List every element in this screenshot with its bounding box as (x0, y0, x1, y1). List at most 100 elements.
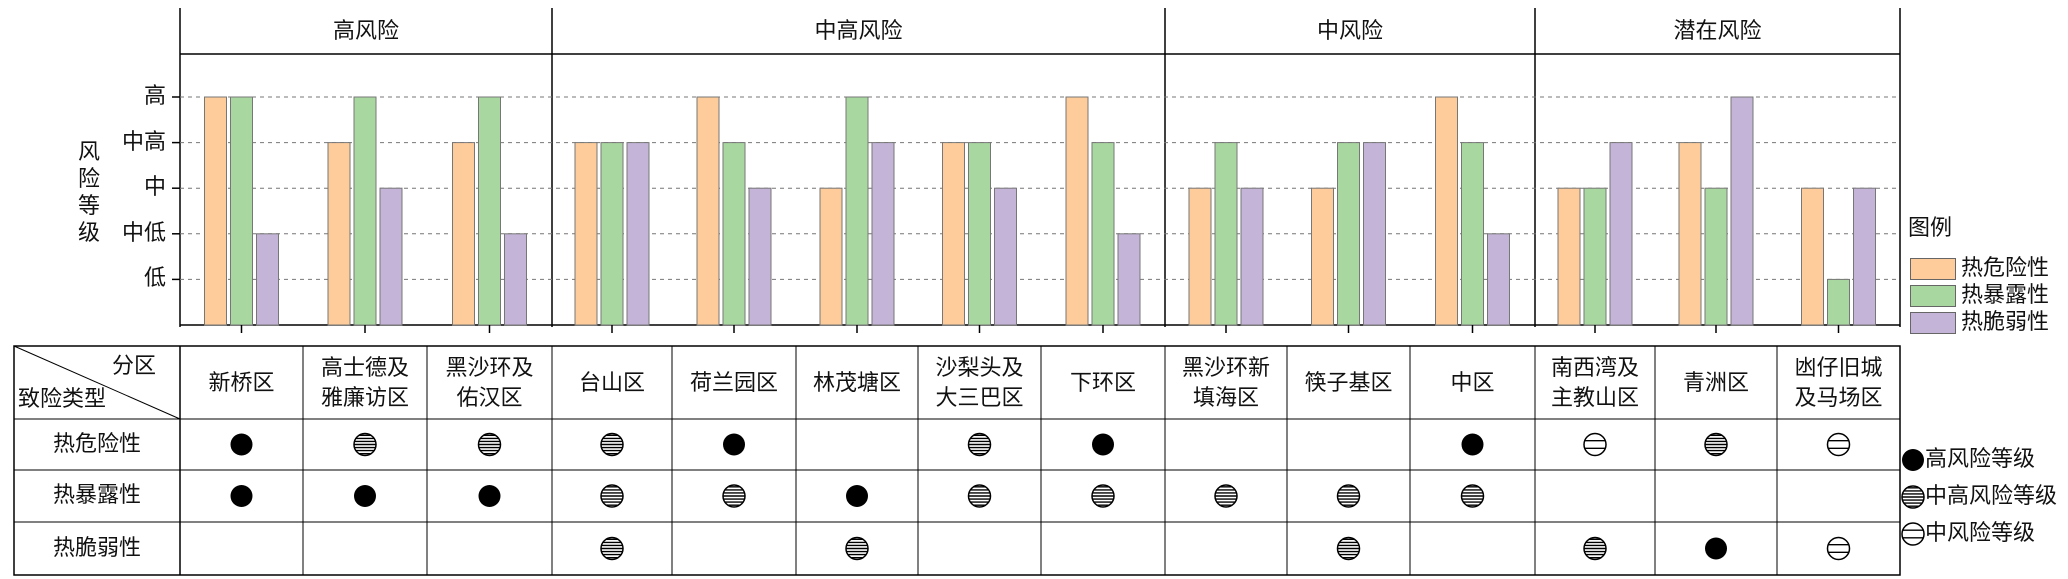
y-axis-label-char: 风 (77, 140, 100, 165)
y-tick-label: 低 (143, 266, 166, 292)
district-name: 筷子基区 (1304, 370, 1393, 396)
bar-热危险性 (204, 96, 227, 326)
table-row-label: 热脆弱性 (52, 535, 141, 561)
district-name: 南西湾及 (1550, 355, 1639, 381)
y-tick-label: 高 (143, 84, 166, 109)
mark-legend-symbol-med (1901, 522, 1925, 546)
y-axis-label-char: 级 (77, 221, 100, 246)
bar-热危险性 (327, 142, 351, 326)
table-border (13, 345, 1901, 576)
district-name: 台山区 (578, 370, 645, 396)
bar-热危险性 (1188, 187, 1212, 326)
bar-热脆弱性 (871, 142, 895, 326)
mark-legend-label: 高风险等级 (1925, 447, 2036, 472)
bar-热脆弱性 (1853, 187, 1876, 326)
risk-mark-high (478, 485, 501, 507)
bar-热危险性 (819, 187, 843, 326)
district-name: 荷兰园区 (689, 370, 778, 396)
risk-mark-high (354, 485, 376, 507)
bar-热危险性 (1065, 96, 1089, 326)
bar-热暴露性 (1214, 142, 1238, 326)
risk-mark-high (723, 433, 745, 456)
bar-热危险性 (452, 142, 475, 326)
district-name: 雅廉访区 (320, 385, 409, 411)
bar-热暴露性 (478, 96, 501, 326)
district-name: 沙梨头及 (935, 355, 1024, 381)
bar-热脆弱性 (1730, 96, 1754, 326)
bar-热暴露性 (968, 142, 991, 326)
district-name: 高士德及 (320, 355, 409, 381)
y-axis-label-char: 等 (77, 194, 100, 219)
bar-热脆弱性 (1117, 233, 1141, 326)
bar-热危险性 (1311, 187, 1334, 326)
district-name: 黑沙环及 (445, 355, 534, 381)
bar-热暴露性 (722, 142, 746, 326)
risk-mark-med (1583, 432, 1607, 457)
district-name: 主教山区 (1550, 385, 1639, 411)
bar-热危险性 (942, 142, 965, 326)
risk-mark-high (1461, 433, 1484, 456)
bar-热脆弱性 (1487, 233, 1510, 326)
table-row-label: 热危险性 (52, 431, 141, 457)
bar-热脆弱性 (379, 187, 403, 326)
district-name: 及马场区 (1794, 385, 1883, 411)
bar-热危险性 (696, 96, 720, 326)
bar-热暴露性 (1337, 142, 1360, 326)
bar-热危险性 (1557, 187, 1581, 326)
bar-热脆弱性 (748, 187, 772, 326)
district-name: 下环区 (1069, 370, 1136, 396)
y-tick-label: 中高 (121, 129, 166, 155)
bar-热暴露性 (353, 96, 377, 326)
bar-热危险性 (1801, 187, 1824, 326)
bar-热脆弱性 (1363, 142, 1386, 326)
district-name: 黑沙环新 (1181, 355, 1270, 381)
bar-热脆弱性 (1609, 142, 1633, 326)
mark-legend-symbol-high (1902, 449, 1924, 471)
bar-热脆弱性 (626, 142, 650, 326)
risk-mark-high (1705, 537, 1727, 560)
group-title: 中高风险 (814, 19, 903, 44)
bar-热暴露性 (1827, 278, 1850, 326)
legend-swatch (1910, 258, 1956, 280)
legend-label: 热暴露性 (1961, 283, 2050, 308)
bar-热危险性 (574, 142, 598, 326)
table-header-top: 分区 (112, 354, 157, 379)
bar-热暴露性 (1091, 142, 1115, 326)
mark-legend-label: 中高风险等级 (1925, 484, 2058, 509)
district-name: 青洲区 (1682, 370, 1749, 396)
legend-label: 热危险性 (1961, 256, 2050, 281)
district-name: 大三巴区 (935, 385, 1024, 411)
group-title: 高风险 (332, 19, 399, 44)
district-name: 中区 (1450, 370, 1495, 396)
bar-热脆弱性 (1240, 187, 1264, 326)
y-tick-label: 中低 (121, 220, 166, 246)
risk-mark-med (1826, 432, 1851, 457)
district-name: 凼仔旧城 (1794, 355, 1883, 381)
district-name: 填海区 (1192, 385, 1259, 411)
bar-热脆弱性 (504, 233, 527, 326)
bar-热危险性 (1678, 142, 1702, 326)
risk-mark-high (230, 485, 253, 507)
bar-热暴露性 (1583, 187, 1607, 326)
legend-swatch (1910, 285, 1956, 307)
bar-热暴露性 (1704, 187, 1728, 326)
legend-label: 热脆弱性 (1961, 310, 2050, 335)
y-tick-label: 中 (143, 175, 166, 201)
district-name: 佑汉区 (456, 385, 523, 411)
table-header-diagonal (13, 345, 181, 420)
risk-mark-high (846, 485, 868, 507)
bar-热暴露性 (230, 96, 253, 326)
bar-热脆弱性 (994, 187, 1017, 326)
risk-mark-high (1092, 433, 1114, 456)
legend-swatch (1910, 312, 1956, 334)
y-axis-label-char: 险 (77, 167, 100, 192)
group-title: 中风险 (1316, 19, 1383, 44)
risk-mark-high (230, 433, 253, 456)
district-name: 林茂塘区 (812, 370, 901, 396)
table-header-bottom: 致险类型 (18, 387, 107, 412)
bar-热暴露性 (600, 142, 624, 326)
table-row-label: 热暴露性 (52, 483, 141, 508)
bar-热危险性 (1435, 96, 1458, 326)
district-name: 新桥区 (208, 370, 275, 396)
